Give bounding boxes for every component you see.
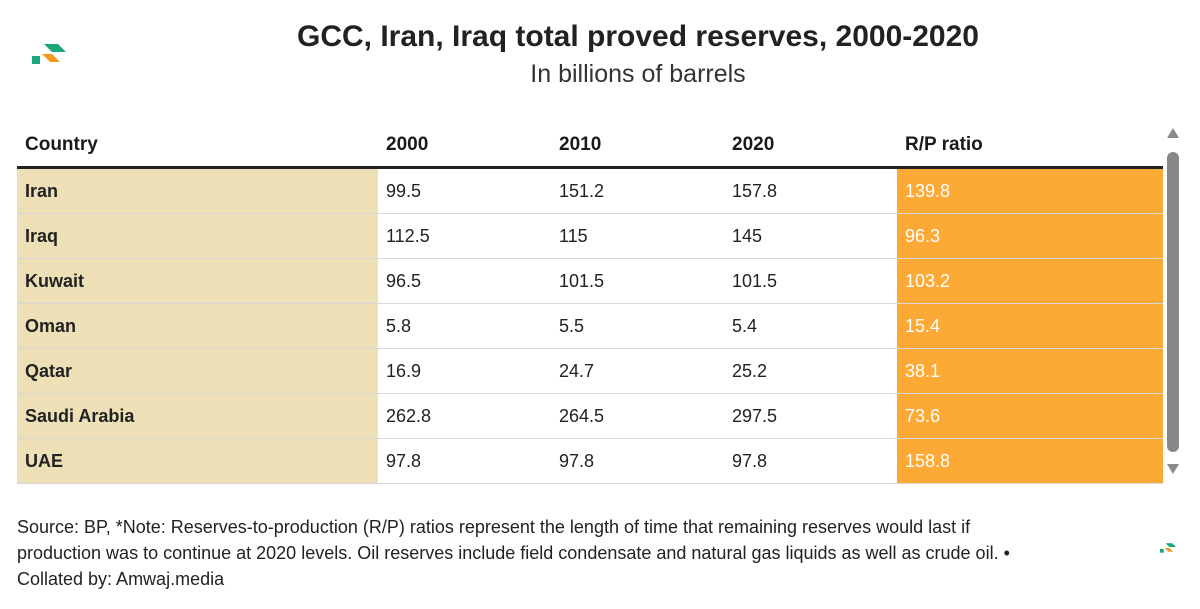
chart-subtitle: In billions of barrels — [530, 60, 746, 88]
cell-value-2020: 157.8 — [724, 167, 897, 214]
cell-value-2010: 97.8 — [551, 438, 724, 484]
cell-value-2000: 16.9 — [378, 348, 551, 394]
amwaj-logo-icon — [32, 44, 66, 64]
source-note: Source: BP, *Note: Reserves-to-productio… — [17, 514, 1137, 592]
cell-value-2010: 115 — [551, 213, 724, 259]
table-row: UAE 97.8 97.8 97.8 158.8 — [17, 438, 1163, 484]
chart-title: GCC, Iran, Iraq total proved reserves, 2… — [297, 20, 979, 53]
cell-country: Iran — [17, 167, 378, 214]
reserves-table: Country 2000 2010 2020 R/P ratio Iran 99.… — [17, 124, 1163, 484]
cell-value-2010: 5.5 — [551, 303, 724, 349]
cell-rp-ratio: 139.8 — [897, 167, 1163, 214]
scrollbar-thumb[interactable] — [1167, 152, 1179, 452]
cell-value-2010: 151.2 — [551, 167, 724, 214]
cell-value-2020: 101.5 — [724, 258, 897, 304]
cell-value-2010: 24.7 — [551, 348, 724, 394]
source-note-line: Source: BP, *Note: Reserves-to-productio… — [17, 517, 971, 537]
cell-value-2020: 25.2 — [724, 348, 897, 394]
cell-value-2010: 264.5 — [551, 393, 724, 439]
scroll-down-arrow-icon[interactable] — [1167, 464, 1179, 474]
cell-value-2010: 101.5 — [551, 258, 724, 304]
cell-rp-ratio: 158.8 — [897, 438, 1163, 484]
cell-country: Qatar — [17, 348, 378, 394]
table-scrollbar[interactable] — [1166, 128, 1180, 476]
cell-rp-ratio: 103.2 — [897, 258, 1163, 304]
table-row: Kuwait 96.5 101.5 101.5 103.2 — [17, 258, 1163, 304]
table-row: Oman 5.8 5.5 5.4 15.4 — [17, 303, 1163, 349]
table-row: Iran 99.5 151.2 157.8 139.8 — [17, 167, 1163, 214]
cell-rp-ratio: 73.6 — [897, 393, 1163, 439]
column-header-rp-ratio[interactable]: R/P ratio — [897, 124, 1163, 169]
column-header-2000[interactable]: 2000 — [378, 124, 551, 169]
cell-country: UAE — [17, 438, 378, 484]
cell-value-2020: 5.4 — [724, 303, 897, 349]
table-body: Iran 99.5 151.2 157.8 139.8 Iraq 112.5 115 145 96… — [17, 167, 1163, 484]
amwaj-small-logo-icon — [1160, 543, 1176, 553]
table-row: Saudi Arabia 262.8 264.5 297.5 73.6 — [17, 393, 1163, 439]
cell-rp-ratio: 38.1 — [897, 348, 1163, 394]
cell-country: Iraq — [17, 213, 378, 259]
cell-rp-ratio: 15.4 — [897, 303, 1163, 349]
cell-value-2000: 96.5 — [378, 258, 551, 304]
cell-value-2020: 145 — [724, 213, 897, 259]
column-header-country[interactable]: Country — [17, 124, 378, 169]
cell-rp-ratio: 96.3 — [897, 213, 1163, 259]
column-header-2010[interactable]: 2010 — [551, 124, 724, 169]
table-row: Qatar 16.9 24.7 25.2 38.1 — [17, 348, 1163, 394]
cell-value-2000: 5.8 — [378, 303, 551, 349]
cell-country: Kuwait — [17, 258, 378, 304]
column-header-2020[interactable]: 2020 — [724, 124, 897, 169]
cell-value-2000: 97.8 — [378, 438, 551, 484]
source-note-line: production was to continue at 2020 level… — [17, 543, 1010, 563]
table-header-row: Country 2000 2010 2020 R/P ratio — [17, 124, 1163, 169]
cell-country: Oman — [17, 303, 378, 349]
cell-value-2000: 262.8 — [378, 393, 551, 439]
collated-by: Collated by: Amwaj.media — [17, 569, 225, 589]
cell-value-2000: 112.5 — [378, 213, 551, 259]
cell-country: Saudi Arabia — [17, 393, 378, 439]
scroll-up-arrow-icon[interactable] — [1167, 128, 1179, 138]
cell-value-2020: 297.5 — [724, 393, 897, 439]
cell-value-2020: 97.8 — [724, 438, 897, 484]
cell-value-2000: 99.5 — [378, 167, 551, 214]
table-row: Iraq 112.5 115 145 96.3 — [17, 213, 1163, 259]
